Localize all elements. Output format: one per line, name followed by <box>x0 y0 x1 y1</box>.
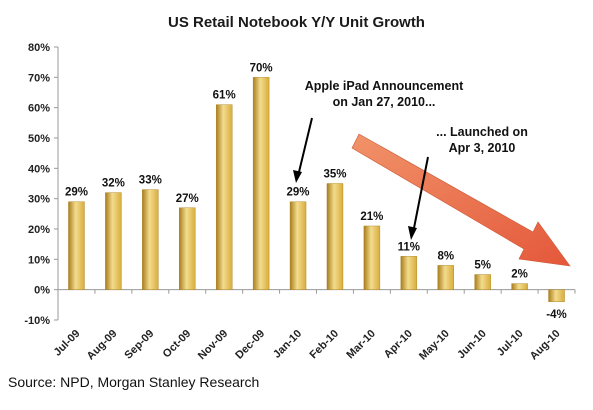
value-label: 21% <box>360 211 383 223</box>
x-tick-label: Aug-09 <box>85 328 120 363</box>
x-tick-label: Jul-09 <box>52 328 83 359</box>
value-label: 11% <box>398 241 420 253</box>
value-label: 27% <box>176 193 199 205</box>
value-label: 70% <box>250 62 273 74</box>
bar-feb-10 <box>326 183 344 290</box>
x-tick-label: Dec-09 <box>233 328 267 362</box>
y-tick-label: -10% <box>24 315 50 327</box>
x-tick-label: Feb-10 <box>308 328 342 362</box>
launch-annotation: ... Launched on Apr 3, 2010 <box>418 124 546 156</box>
y-tick-label: 70% <box>28 72 50 84</box>
bar-nov-09 <box>215 104 233 290</box>
chart-title: US Retail Notebook Y/Y Unit Growth <box>168 14 425 31</box>
y-tick-label: 0% <box>34 285 50 297</box>
y-tick-label: 60% <box>28 103 50 115</box>
x-tick-label: Jun-10 <box>455 328 489 362</box>
value-label: 33% <box>139 175 162 187</box>
bar-apr-10 <box>400 256 418 290</box>
value-label: 29% <box>287 187 310 199</box>
x-tick-label: Oct-09 <box>161 328 194 361</box>
y-tick-label: 40% <box>28 163 50 175</box>
x-tick-label: May-10 <box>417 328 452 363</box>
announcement-line-2: on Jan 27, 2010... <box>332 95 436 109</box>
bar-jul-09 <box>68 201 85 290</box>
bar-aug-10 <box>548 289 565 302</box>
x-tick-label: Apr-10 <box>382 328 415 361</box>
launch-line-2: Apr 3, 2010 <box>448 141 516 155</box>
bar-may-10 <box>437 265 454 290</box>
launch-line-1: ... Launched on <box>436 125 528 139</box>
announcement-annotation: Apple iPad Announcement on Jan 27, 2010.… <box>292 78 476 110</box>
value-label: 8% <box>437 250 454 262</box>
announcement-line-1: Apple iPad Announcement <box>304 79 464 93</box>
bar-aug-09 <box>105 192 122 290</box>
bar-jul-10 <box>511 283 528 290</box>
value-label: 2% <box>511 269 528 281</box>
y-tick-label: 20% <box>28 224 50 236</box>
value-label: 61% <box>213 90 236 102</box>
source-note: Source: NPD, Morgan Stanley Research <box>8 374 260 390</box>
announcement-arrow <box>293 117 313 183</box>
value-label: 5% <box>474 260 491 272</box>
y-tick-label: 50% <box>28 133 50 145</box>
value-label: 32% <box>102 178 125 190</box>
bar-oct-09 <box>179 207 196 290</box>
bar-sep-09 <box>142 189 159 290</box>
x-tick-label: Jul-10 <box>495 328 526 359</box>
y-tick-label: 10% <box>28 254 50 266</box>
bar-jun-10 <box>474 274 491 290</box>
value-label: 29% <box>65 187 88 199</box>
bar-mar-10 <box>363 225 381 290</box>
y-tick-label: 30% <box>28 194 50 206</box>
x-tick-label: Jan-10 <box>271 328 304 361</box>
launch-arrow <box>408 156 429 240</box>
bar-jan-10 <box>289 201 307 290</box>
x-tick-label: Nov-09 <box>196 328 230 362</box>
trend-arrow <box>351 133 571 267</box>
x-tick-label: Sep-09 <box>122 328 156 362</box>
x-tick-label: Aug-10 <box>528 328 563 363</box>
value-label: 35% <box>323 169 346 181</box>
y-tick-label: 80% <box>28 42 50 54</box>
x-tick-label: Mar-10 <box>344 328 378 362</box>
bar-dec-09 <box>252 77 270 290</box>
value-label: -4% <box>546 309 566 321</box>
